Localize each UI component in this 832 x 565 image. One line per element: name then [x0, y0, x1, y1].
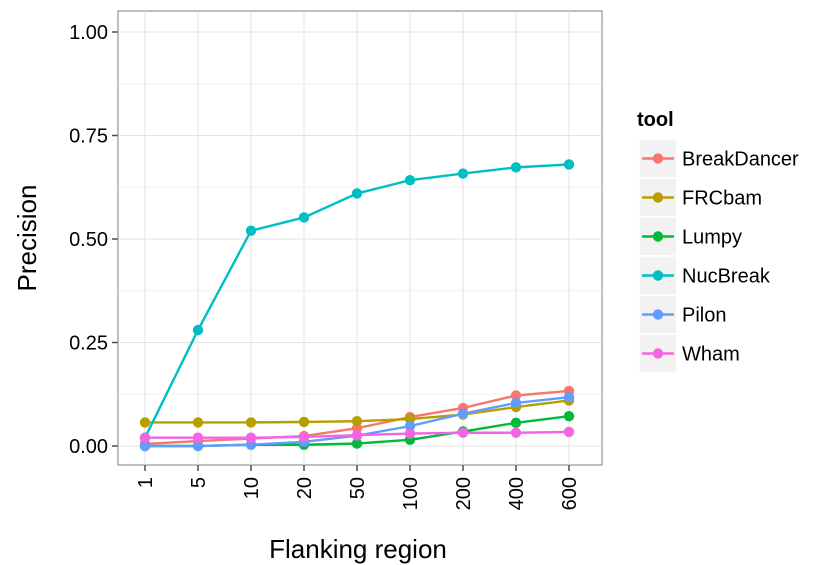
legend-key-point [652, 192, 664, 203]
data-point [298, 212, 310, 223]
x-axis-title: Flanking region [269, 534, 447, 564]
data-point [351, 188, 363, 199]
grid [118, 11, 602, 465]
data-point [510, 417, 522, 429]
data-point [245, 417, 257, 428]
data-point [192, 432, 204, 443]
legend-item-frcbam: FRCbam [638, 177, 762, 218]
y-tick-label: 1.00 [69, 22, 108, 44]
legend-label: NucBreak [682, 266, 771, 288]
data-point [139, 432, 151, 443]
data-point [298, 431, 310, 443]
data-point [510, 390, 522, 401]
y-tick-label: 0.00 [69, 436, 108, 458]
data-point [139, 440, 151, 452]
data-point [404, 420, 416, 432]
x-tick-label: 5 [188, 477, 210, 488]
legend-item-pilon: Pilon [638, 294, 726, 335]
legend-key-point [652, 153, 664, 164]
data-point [510, 397, 522, 409]
legend-item-lumpy: Lumpy [638, 216, 742, 257]
data-point [298, 416, 310, 428]
y-axis: 0.00 0.25 0.50 0.75 1.00 [69, 22, 118, 458]
y-tick-label: 0.25 [69, 333, 108, 355]
x-axis: 1 5 10 20 50 100 200 400 600 [135, 465, 581, 510]
data-point [245, 432, 257, 443]
legend-item-breakdancer: BreakDancer [638, 138, 799, 179]
legend-key-point [652, 309, 664, 320]
legend-label: Wham [682, 344, 740, 366]
data-point [192, 417, 204, 428]
x-tick-label: 600 [559, 477, 581, 510]
data-point [245, 225, 257, 236]
data-point [404, 175, 416, 186]
data-point [510, 427, 522, 438]
legend-item-wham: Wham [638, 333, 740, 374]
legend-key-point [652, 231, 664, 242]
data-point [351, 415, 363, 427]
legend-label: Lumpy [682, 227, 742, 249]
data-point [510, 162, 522, 173]
data-point [457, 408, 469, 419]
y-tick-label: 0.75 [69, 126, 108, 148]
data-point [351, 430, 363, 441]
data-point [457, 168, 469, 179]
legend-item-nucbreak: NucBreak [638, 255, 771, 296]
y-tick-label: 0.50 [69, 229, 108, 251]
legend-key-point [652, 348, 664, 359]
series-layer [139, 159, 575, 452]
plot-panel [117, 10, 603, 466]
y-axis-title: Precision [12, 185, 42, 292]
x-tick-label: 10 [241, 477, 263, 499]
data-point [139, 417, 151, 428]
data-point [563, 391, 575, 403]
legend-title: tool [637, 109, 674, 131]
x-tick-label: 1 [135, 477, 157, 488]
x-tick-label: 20 [294, 477, 316, 499]
legend-key-point [652, 270, 664, 281]
data-point [563, 410, 575, 422]
data-point [563, 159, 575, 170]
legend-label: FRCbam [682, 188, 762, 210]
legend: tool BreakDancer FRCbam Lumpy NucBreak Pilon… [637, 109, 799, 374]
data-point [404, 428, 416, 439]
data-point [457, 427, 469, 438]
data-point [192, 324, 204, 336]
series-wham [139, 426, 575, 443]
x-tick-label: 100 [400, 477, 422, 510]
x-tick-label: 50 [347, 477, 369, 499]
data-point [192, 440, 204, 452]
data-point [351, 438, 363, 449]
legend-label: BreakDancer [682, 149, 799, 171]
data-point [563, 426, 575, 438]
x-tick-label: 400 [506, 477, 528, 510]
x-tick-label: 200 [453, 477, 475, 510]
legend-label: Pilon [682, 305, 726, 327]
plot-area [117, 10, 603, 466]
